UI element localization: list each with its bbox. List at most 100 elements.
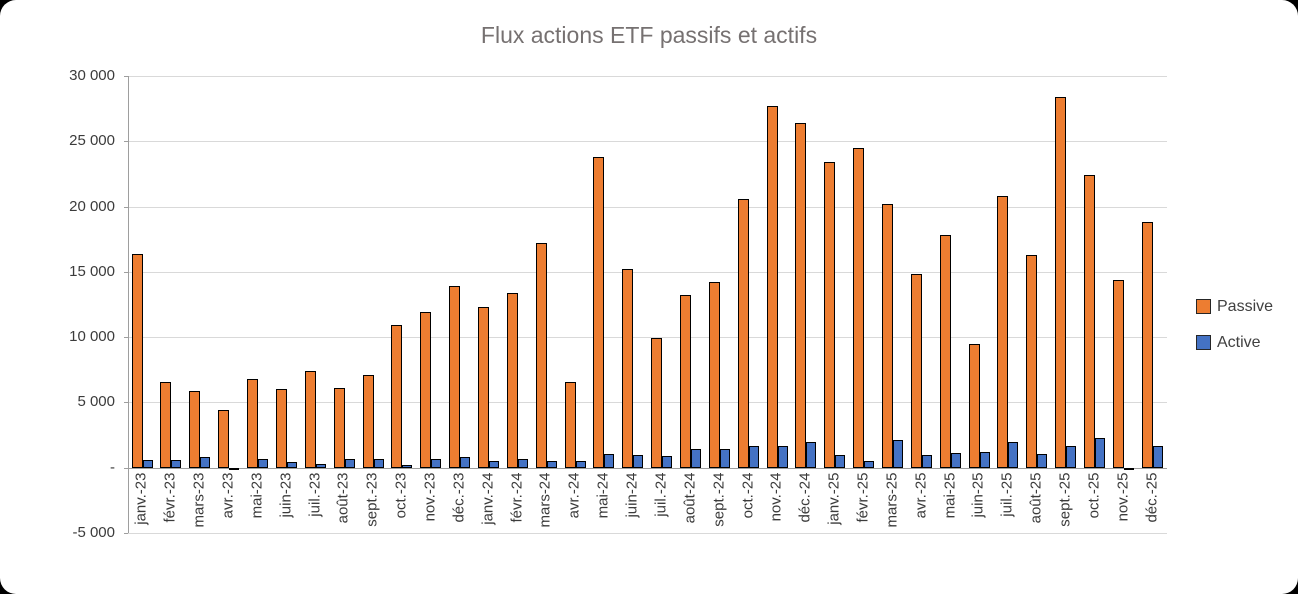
bar-active xyxy=(633,454,644,468)
y-axis-label: - xyxy=(110,458,115,476)
bar-passive xyxy=(622,269,634,468)
x-axis-label: janv.-23 xyxy=(132,472,150,525)
gridline xyxy=(128,533,1167,534)
bar-active xyxy=(950,453,961,468)
bar-active xyxy=(777,445,788,468)
y-axis-line xyxy=(128,76,129,533)
bar-passive xyxy=(449,286,461,468)
x-axis-label: nov.-24 xyxy=(767,472,785,522)
bar-active xyxy=(921,454,932,468)
x-axis-label: oct.-23 xyxy=(392,472,410,519)
x-axis-label: janv.-25 xyxy=(825,472,843,525)
bar-active xyxy=(979,452,990,468)
bar-active xyxy=(142,459,153,468)
y-axis-tick xyxy=(124,533,128,534)
legend-label: Active xyxy=(1217,334,1261,351)
bar-passive xyxy=(477,307,489,468)
bar-active xyxy=(604,454,615,468)
bar-passive xyxy=(1084,175,1096,468)
legend-item-passive: Passive xyxy=(1196,298,1273,315)
x-axis-label: sept.-25 xyxy=(1056,472,1074,527)
bar-active xyxy=(517,459,528,468)
bar-active xyxy=(229,467,240,470)
gridline xyxy=(128,271,1167,273)
bar-active xyxy=(431,458,442,468)
bar-passive xyxy=(275,389,287,468)
x-axis-label: sept.-23 xyxy=(363,472,381,527)
bar-passive xyxy=(535,243,547,468)
bar-passive xyxy=(737,198,749,468)
bar-passive xyxy=(679,295,691,468)
bar-passive xyxy=(939,235,951,468)
bar-passive xyxy=(968,343,980,468)
gridline xyxy=(128,337,1167,339)
y-axis-tick xyxy=(124,467,128,469)
bar-passive xyxy=(651,338,663,468)
x-axis-label: déc.-25 xyxy=(1143,472,1161,523)
bar-active xyxy=(344,458,355,468)
bar-active xyxy=(893,440,904,468)
bar-passive xyxy=(1112,279,1124,468)
x-axis-label: janv.-24 xyxy=(479,472,497,525)
x-axis-label: nov.-25 xyxy=(1114,472,1132,522)
x-axis-label: juil.-25 xyxy=(998,472,1016,517)
bar-active xyxy=(1095,437,1106,468)
y-axis-tick xyxy=(124,402,128,404)
x-axis-line xyxy=(128,467,1167,469)
bar-passive xyxy=(189,390,201,468)
y-axis-tick xyxy=(124,141,128,143)
bar-active xyxy=(1066,446,1077,468)
bar-active xyxy=(286,461,297,468)
y-axis-label: 20 000 xyxy=(69,197,115,215)
x-axis-label: févr.-25 xyxy=(854,472,872,523)
x-axis-label: déc.-23 xyxy=(450,472,468,523)
gridline xyxy=(128,402,1167,404)
legend-item-active: Active xyxy=(1196,334,1273,351)
bar-active xyxy=(402,465,413,468)
bar-passive xyxy=(708,282,720,468)
bar-passive xyxy=(247,378,259,468)
bar-active xyxy=(1008,442,1019,468)
y-axis-label: -5 000 xyxy=(72,524,115,541)
x-axis-label: avr.-25 xyxy=(912,472,930,519)
bar-active xyxy=(575,460,586,468)
y-axis-tick xyxy=(124,76,128,77)
bar-active xyxy=(171,459,182,468)
x-axis-label: juil.-23 xyxy=(306,472,324,517)
x-axis-label: mars-23 xyxy=(190,472,208,528)
y-axis-tick xyxy=(124,337,128,339)
x-axis-label: avr.-23 xyxy=(219,472,237,519)
x-axis-label: avr.-24 xyxy=(565,472,583,519)
bar-passive xyxy=(304,371,316,468)
bar-active xyxy=(315,463,326,468)
x-axis-label: juil.-24 xyxy=(652,472,670,517)
y-axis-label: 5 000 xyxy=(77,393,115,411)
x-axis-label: sept.-24 xyxy=(710,472,728,527)
bar-passive xyxy=(333,388,345,468)
bar-passive xyxy=(131,253,143,468)
y-axis-label: 10 000 xyxy=(69,328,115,346)
bar-active xyxy=(373,458,384,468)
gridline xyxy=(128,206,1167,208)
bar-passive xyxy=(1026,254,1038,468)
bar-active xyxy=(662,455,673,468)
bar-active xyxy=(835,454,846,468)
legend: Passive Active xyxy=(1196,298,1273,370)
bar-active xyxy=(864,460,875,468)
bar-active xyxy=(690,448,701,468)
x-axis-label: août-25 xyxy=(1027,472,1045,524)
x-axis-label: juin-23 xyxy=(277,472,295,518)
x-axis-label: oct.-25 xyxy=(1085,472,1103,519)
bar-active xyxy=(200,457,211,468)
bar-passive xyxy=(882,203,894,468)
bar-passive xyxy=(420,312,432,468)
gridline xyxy=(128,76,1167,77)
x-axis-label: mars-25 xyxy=(883,472,901,528)
y-axis-label: 25 000 xyxy=(69,132,115,150)
legend-swatch-icon xyxy=(1196,335,1211,350)
bar-passive xyxy=(997,196,1009,468)
x-axis-label: août-23 xyxy=(334,472,352,524)
bar-active xyxy=(1152,445,1163,468)
bar-active xyxy=(488,461,499,468)
